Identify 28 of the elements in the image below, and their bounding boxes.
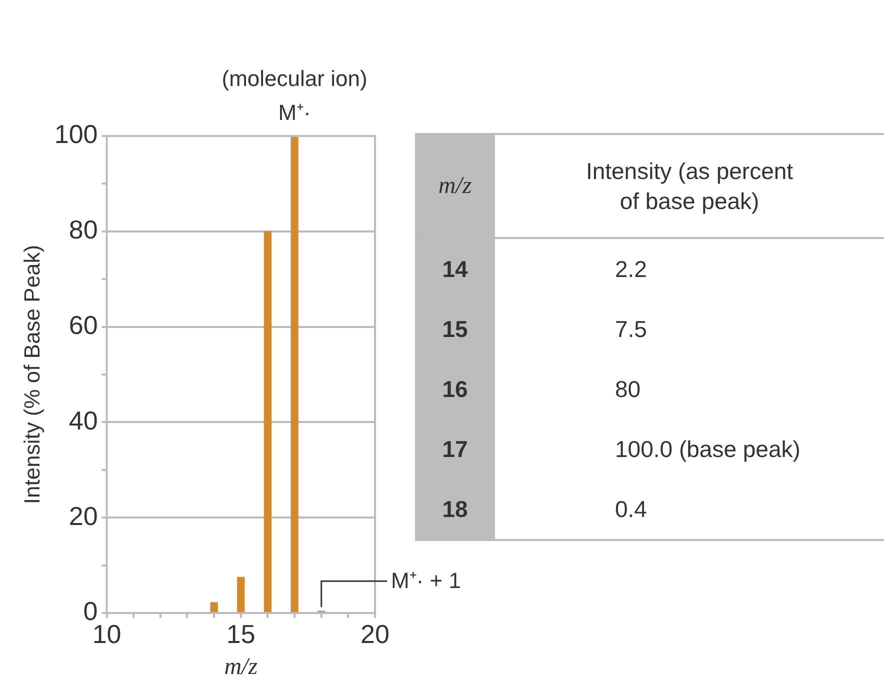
text: 16	[415, 359, 495, 419]
annotation: M⁺· + 1	[391, 567, 461, 596]
y-tick-label: 80	[68, 214, 98, 245]
y-axis-title: Intensity (% of Base Peak)	[19, 244, 44, 504]
bar	[290, 136, 298, 612]
text: 14	[415, 239, 495, 299]
text: 80	[614, 374, 642, 404]
x-tick-label: 15	[226, 618, 256, 649]
x-tick-label: 20	[360, 618, 390, 649]
text: 15	[415, 299, 495, 359]
text: 0.4	[614, 494, 648, 524]
text: Intensity (as percent of base peak)	[584, 157, 794, 216]
text: (molecular ion)	[222, 65, 368, 93]
bar	[210, 602, 218, 612]
y-tick-label: 40	[68, 405, 98, 436]
text: m/z	[415, 135, 495, 237]
text: 17	[415, 419, 495, 479]
y-tick-label: 100	[54, 119, 98, 150]
text: 7.5	[614, 314, 648, 344]
text: M⁺·	[278, 99, 311, 127]
y-tick-label: 60	[68, 310, 98, 340]
text: 100.0 (base peak)	[614, 434, 802, 464]
x-axis-title: m/z	[224, 654, 258, 680]
y-tick-label: 20	[68, 500, 98, 531]
text: 18	[415, 479, 495, 539]
text: 2.2	[614, 254, 648, 284]
bar	[264, 231, 272, 612]
bar	[237, 576, 245, 612]
